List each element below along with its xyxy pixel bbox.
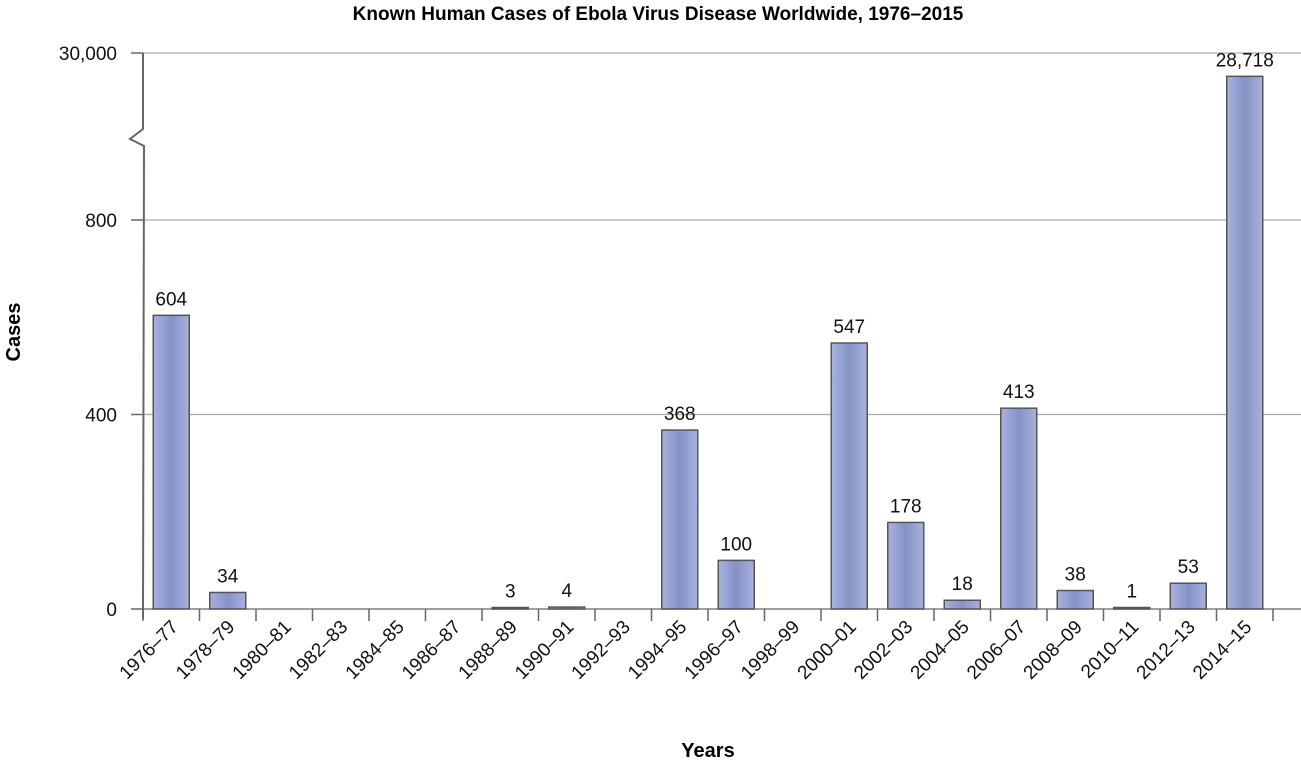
y-tick-label: 0 [106,600,117,621]
x-tick-label: 2014–15 [1189,617,1256,684]
bar [1056,589,1094,610]
data-label: 100 [720,534,752,555]
x-tick-label: 1994–95 [624,617,691,684]
chart-title: Known Human Cases of Ebola Virus Disease… [353,4,964,25]
data-label: 3 [505,582,516,603]
bar [661,429,699,610]
y-tick-label: 30,000 [59,44,117,65]
bar [1226,75,1264,610]
data-label: 4 [561,581,572,602]
bar [1113,606,1151,610]
data-label: 53 [1178,557,1199,578]
bar [1169,582,1207,610]
data-label: 368 [664,404,696,425]
bar [152,314,190,610]
bar [943,599,981,610]
x-tick-label: 1980–81 [229,617,296,684]
x-tick-label: 2000–01 [794,617,861,684]
data-label: 34 [217,566,239,587]
x-tick-label: 1992–93 [568,617,635,684]
x-tick-label: 2010–11 [1077,617,1143,683]
x-tick-label: 1990–91 [511,617,578,684]
data-label: 38 [1065,565,1086,586]
x-tick-label: 2006–07 [963,617,1030,684]
x-tick-label: 1978–79 [172,617,239,684]
x-tick-label: 1988–89 [455,617,522,684]
y-axis-title: Cases [3,303,25,362]
x-tick-label: 2012–13 [1133,617,1200,684]
data-label: 547 [833,317,865,338]
bar [548,606,586,610]
bar [209,591,247,610]
bar [830,342,868,610]
x-tick-label: 1986–87 [398,617,465,684]
data-label: 1 [1126,582,1137,603]
y-axis-line [128,53,146,620]
x-tick-label: 2004–05 [907,617,974,684]
data-label: 28,718 [1216,50,1274,71]
bar [1000,407,1038,610]
x-tick-label: 1982–83 [285,617,352,684]
x-tick-label: 1976–77 [116,617,183,684]
x-axis-title: Years [681,740,734,762]
data-label: 604 [155,289,187,310]
bar [491,606,529,610]
data-label: 413 [1003,382,1035,403]
x-tick-label: 1996–97 [681,617,748,684]
x-tick-label: 2002–03 [850,617,917,684]
bar [887,521,925,610]
data-label: 178 [890,496,922,517]
x-tick-label: 2008–09 [1020,617,1087,684]
y-tick-label: 800 [85,211,117,232]
data-label: 18 [952,574,973,595]
bar [717,559,755,610]
y-tick-label: 400 [85,406,117,427]
x-tick-label: 1998–99 [737,617,804,684]
x-tick-label: 1984–85 [342,617,409,684]
